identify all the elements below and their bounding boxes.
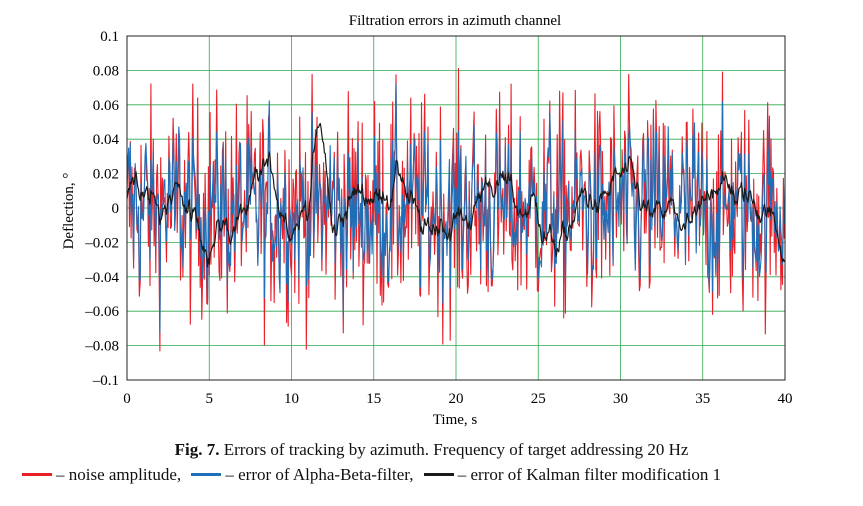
- legend-swatch-blue: [191, 472, 222, 476]
- y-tick-label: –0.1: [92, 373, 119, 389]
- series-line-alpha-beta-error: [126, 83, 786, 333]
- y-tick-label: 0: [112, 201, 120, 217]
- x-tick-label: 20: [449, 391, 464, 407]
- y-tick-label: –0.04: [84, 270, 119, 286]
- series-line-kalman-error: [126, 122, 786, 268]
- legend-label: – noise amplitude,: [56, 465, 182, 484]
- legend-swatch-black: [423, 472, 454, 476]
- chart-title: Filtration errors in azimuth channel: [349, 13, 561, 29]
- x-tick-label: 25: [531, 391, 546, 407]
- x-tick-label: 10: [284, 391, 299, 407]
- x-tick-label: 30: [613, 391, 628, 407]
- y-tick-label: 0.02: [93, 167, 119, 183]
- legend: – noise amplitude, – error of Alpha-Beta…: [22, 465, 862, 485]
- legend-item-kalman: – error of Kalman filter modification 1: [423, 465, 722, 484]
- x-tick-label: 40: [778, 391, 793, 407]
- y-tick-label: –0.06: [84, 304, 119, 320]
- figure-caption-text: Errors of tracking by azimuth. Frequency…: [219, 440, 689, 459]
- legend-label: – error of Alpha-Beta-filter,: [225, 465, 414, 484]
- legend-item-alpha-beta: – error of Alpha-Beta-filter,: [191, 465, 414, 484]
- series-layer: [126, 67, 786, 352]
- x-tick-label: 15: [366, 391, 381, 407]
- figure-caption: Fig. 7. Errors of tracking by azimuth. F…: [0, 440, 863, 460]
- legend-item-noise: – noise amplitude,: [22, 465, 181, 484]
- plot-frame: [126, 35, 786, 381]
- y-axis-label: Deflection, °: [61, 173, 77, 250]
- x-tick-label: 5: [206, 391, 214, 407]
- y-tick-label: –0.02: [84, 235, 119, 251]
- y-tick-label: 0.1: [100, 29, 119, 45]
- y-tick-label: 0.06: [93, 98, 120, 114]
- chart-svg: Filtration errors in azimuth channel 0 5 1…: [61, 13, 793, 428]
- x-tick-label: 35: [695, 391, 710, 407]
- y-tick-label: 0.04: [93, 132, 120, 148]
- figure-label: Fig. 7.: [174, 440, 220, 459]
- tick-labels: 0 5 10 15 20 25 30 35 40 0.1 0.08 0.06 0.04 0.02 0 –0.0…: [84, 29, 792, 407]
- x-tick-label: 0: [123, 391, 131, 407]
- y-tick-label: 0.08: [93, 63, 119, 79]
- legend-swatch-red: [22, 472, 52, 476]
- legend-label: – error of Kalman filter modification 1: [457, 465, 722, 484]
- x-axis-label: Time, s: [433, 412, 478, 428]
- y-tick-label: –0.08: [84, 339, 119, 355]
